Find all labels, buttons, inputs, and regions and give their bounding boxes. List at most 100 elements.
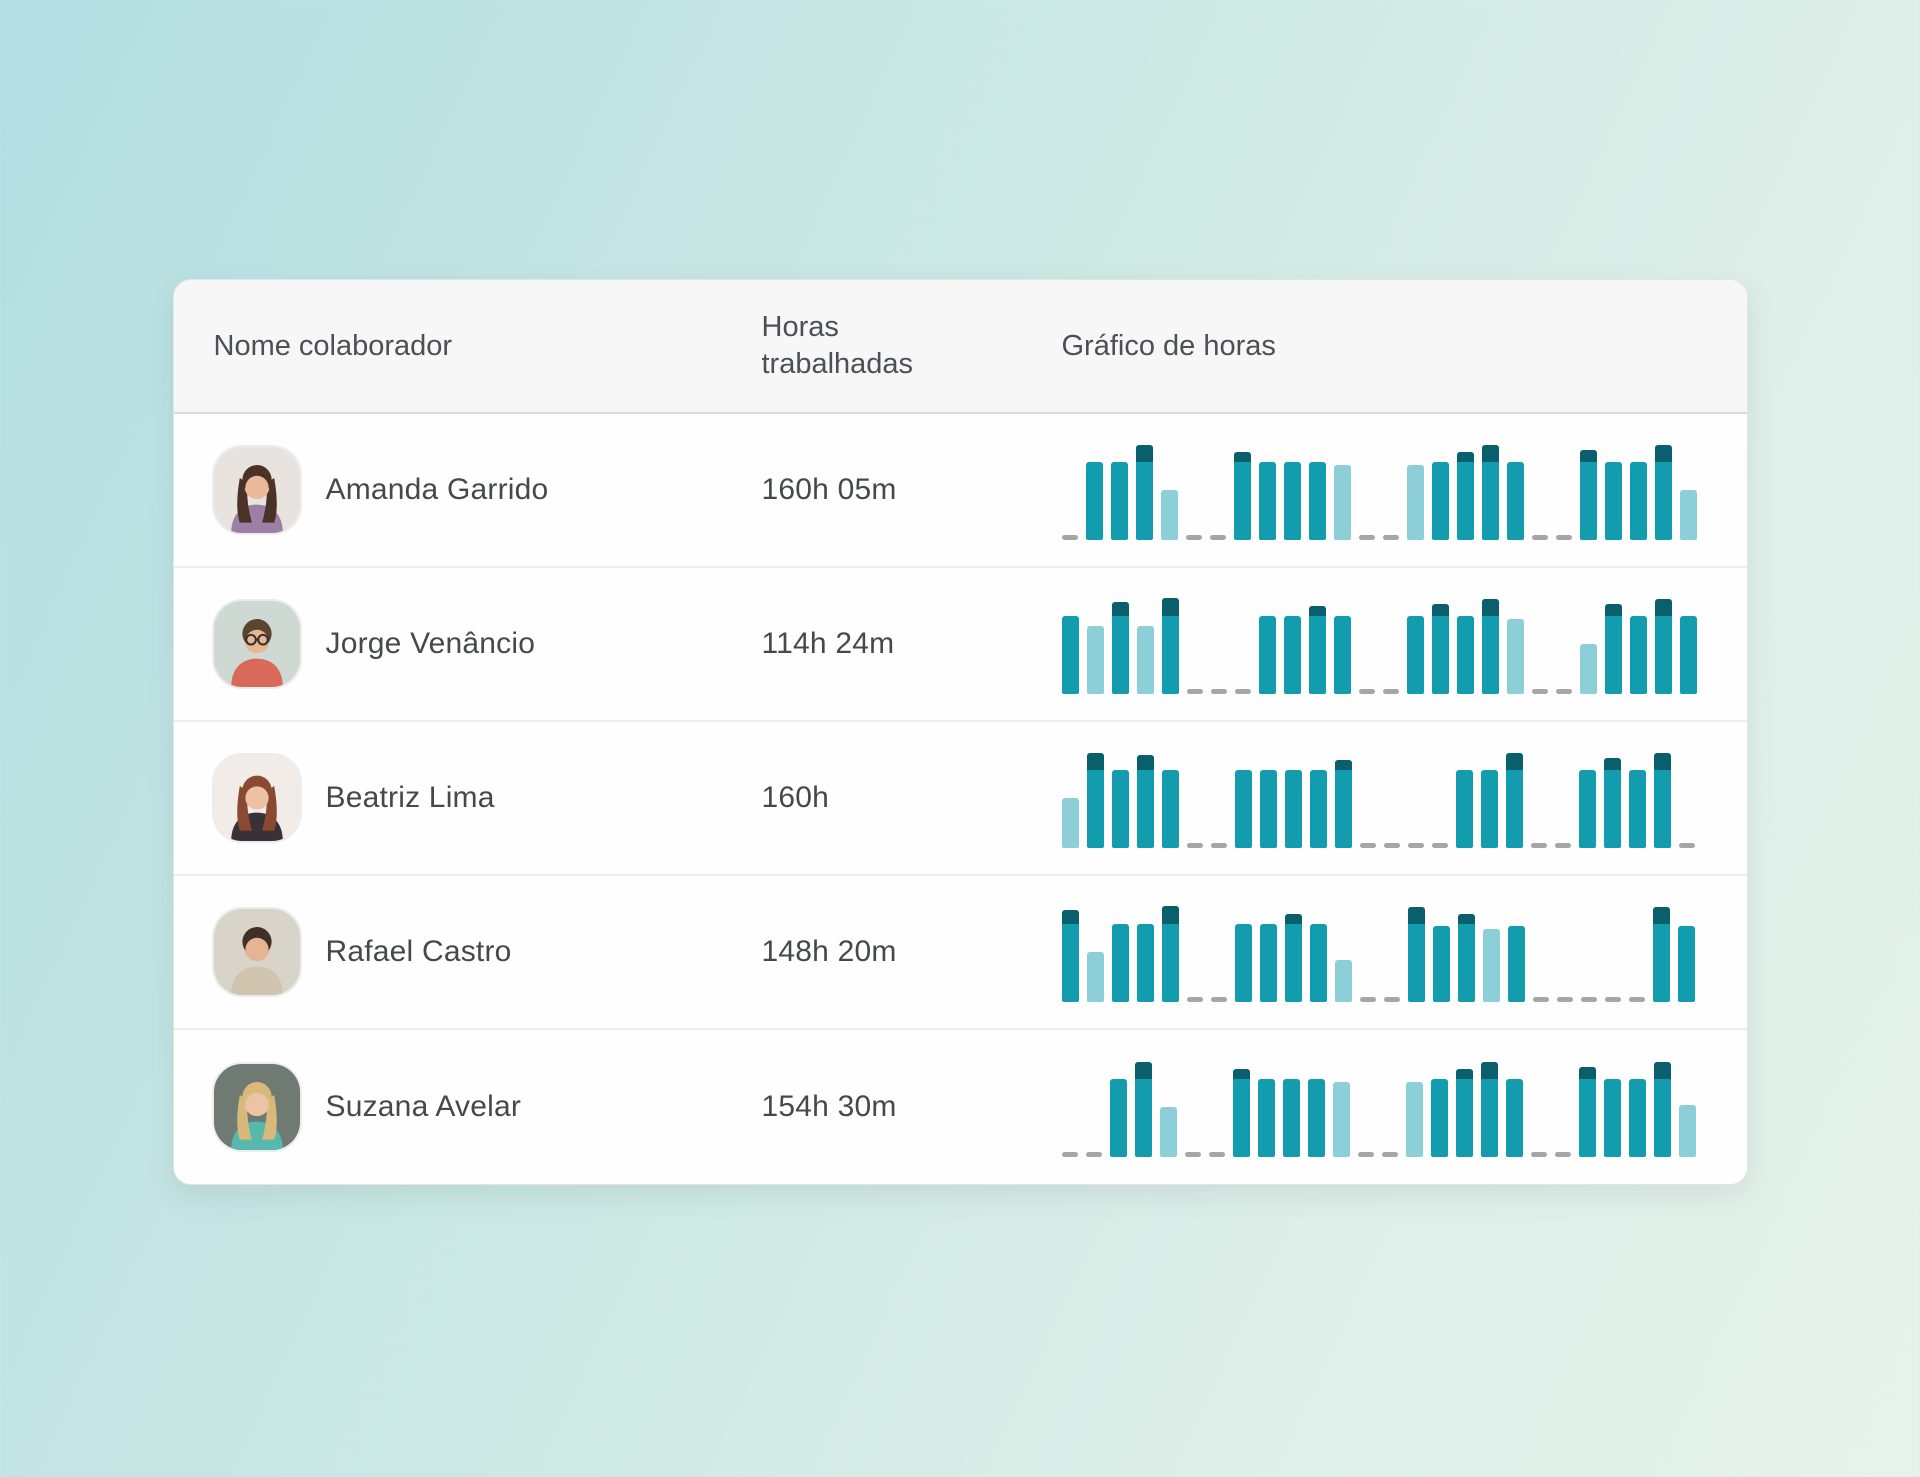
overtime-cap <box>1652 907 1670 924</box>
day-off-dash <box>1085 1152 1102 1157</box>
partial-day-bar <box>1482 929 1500 1002</box>
full-day-bar <box>1309 924 1327 1002</box>
full-day-bar <box>1456 616 1474 694</box>
overtime-day-bar <box>1061 910 1079 1002</box>
table-row[interactable]: Beatriz Lima 160h <box>173 722 1747 876</box>
employee-name: Beatriz Lima <box>325 781 495 814</box>
full-day-bar <box>1085 462 1103 540</box>
employee-cell: Rafael Castro <box>213 909 762 995</box>
day-off-dash <box>1383 843 1400 848</box>
full-day-bar <box>1111 770 1129 848</box>
overtime-day-bar <box>1308 606 1326 694</box>
overtime-cap <box>1334 760 1352 770</box>
overtime-day-bar <box>1161 906 1179 1002</box>
overtime-day-bar <box>1457 914 1475 1002</box>
day-off-dash <box>1555 689 1572 694</box>
overtime-cap <box>1578 1067 1596 1079</box>
overtime-day-bar <box>1654 445 1672 540</box>
overtime-cap <box>1407 907 1425 924</box>
overtime-day-bar <box>1578 1067 1596 1157</box>
full-day-bar <box>1309 770 1327 848</box>
partial-day-bar <box>1136 626 1154 694</box>
overtime-day-bar <box>1407 907 1425 1002</box>
overtime-cap <box>1653 1062 1671 1079</box>
partial-day-bar <box>1159 1107 1177 1157</box>
overtime-cap <box>1579 450 1597 462</box>
overtime-day-bar <box>1480 1062 1498 1157</box>
hours-bar-chart <box>1061 594 1747 694</box>
day-off-dash <box>1381 1152 1398 1157</box>
partial-day-bar <box>1678 1105 1696 1157</box>
day-off-dash <box>1210 689 1227 694</box>
partial-day-bar <box>1086 952 1104 1002</box>
table-row[interactable]: Jorge Venâncio 114h 24m <box>173 568 1747 722</box>
overtime-cap <box>1481 599 1499 616</box>
partial-day-bar <box>1332 1082 1350 1157</box>
overtime-day-bar <box>1653 1062 1671 1157</box>
overtime-day-bar <box>1086 753 1104 848</box>
full-day-bar <box>1507 926 1525 1002</box>
full-day-bar <box>1308 462 1326 540</box>
day-off-dash <box>1532 997 1549 1002</box>
hours-bar-chart <box>1061 748 1747 848</box>
day-off-dash <box>1210 843 1227 848</box>
full-day-bar <box>1431 462 1449 540</box>
overtime-day-bar <box>1111 602 1129 694</box>
day-off-dash <box>1209 535 1226 540</box>
full-day-bar <box>1629 616 1647 694</box>
day-off-dash <box>1061 1152 1078 1157</box>
day-off-dash <box>1580 997 1597 1002</box>
day-off-dash <box>1678 843 1695 848</box>
overtime-day-bar <box>1334 760 1352 848</box>
table-row[interactable]: Amanda Garrido 160h 05m <box>173 414 1747 568</box>
overtime-cap <box>1455 1069 1473 1079</box>
day-off-dash <box>1554 1152 1571 1157</box>
overtime-day-bar <box>1232 1069 1250 1157</box>
overtime-cap <box>1233 452 1251 462</box>
full-day-bar <box>1679 616 1697 694</box>
full-day-bar <box>1283 616 1301 694</box>
partial-day-bar <box>1160 490 1178 540</box>
hours-bar-chart <box>1061 440 1747 540</box>
employee-cell: Amanda Garrido <box>213 447 762 533</box>
employee-name: Suzana Avelar <box>325 1090 522 1123</box>
overtime-day-bar <box>1161 598 1179 694</box>
overtime-cap <box>1111 602 1129 616</box>
day-off-dash <box>1061 535 1078 540</box>
full-day-bar <box>1406 616 1424 694</box>
overtime-cap <box>1505 753 1523 770</box>
full-day-bar <box>1506 462 1524 540</box>
overtime-day-bar <box>1134 1062 1152 1157</box>
overtime-cap <box>1284 914 1302 924</box>
day-off-dash <box>1184 1152 1201 1157</box>
day-off-dash <box>1185 535 1202 540</box>
employee-cell: Suzana Avelar <box>213 1064 762 1150</box>
day-off-dash <box>1383 997 1400 1002</box>
overtime-cap <box>1457 914 1475 924</box>
partial-day-bar <box>1061 798 1079 848</box>
full-day-bar <box>1455 770 1473 848</box>
overtime-cap <box>1086 753 1104 770</box>
day-off-dash <box>1530 1152 1547 1157</box>
day-off-dash <box>1530 843 1547 848</box>
day-off-dash <box>1382 535 1399 540</box>
full-day-bar <box>1282 1079 1300 1157</box>
table-row[interactable]: Suzana Avelar 154h 30m <box>173 1030 1747 1184</box>
overtime-day-bar <box>1603 758 1621 848</box>
table-row[interactable]: Rafael Castro 148h 20m <box>173 876 1747 1030</box>
overtime-day-bar <box>1652 907 1670 1002</box>
full-day-bar <box>1258 616 1276 694</box>
overtime-day-bar <box>1481 445 1499 540</box>
full-day-bar <box>1259 924 1277 1002</box>
column-header-hours-label: Horas trabalhadas <box>761 310 914 380</box>
full-day-bar <box>1111 924 1129 1002</box>
hours-worked-value: 114h 24m <box>761 627 895 660</box>
overtime-day-bar <box>1654 599 1672 694</box>
day-off-dash <box>1359 997 1376 1002</box>
day-off-dash <box>1382 689 1399 694</box>
day-off-dash <box>1407 843 1424 848</box>
full-day-bar <box>1603 1079 1621 1157</box>
hours-bar-chart <box>1061 902 1747 1002</box>
full-day-bar <box>1259 770 1277 848</box>
overtime-day-bar <box>1604 604 1622 694</box>
